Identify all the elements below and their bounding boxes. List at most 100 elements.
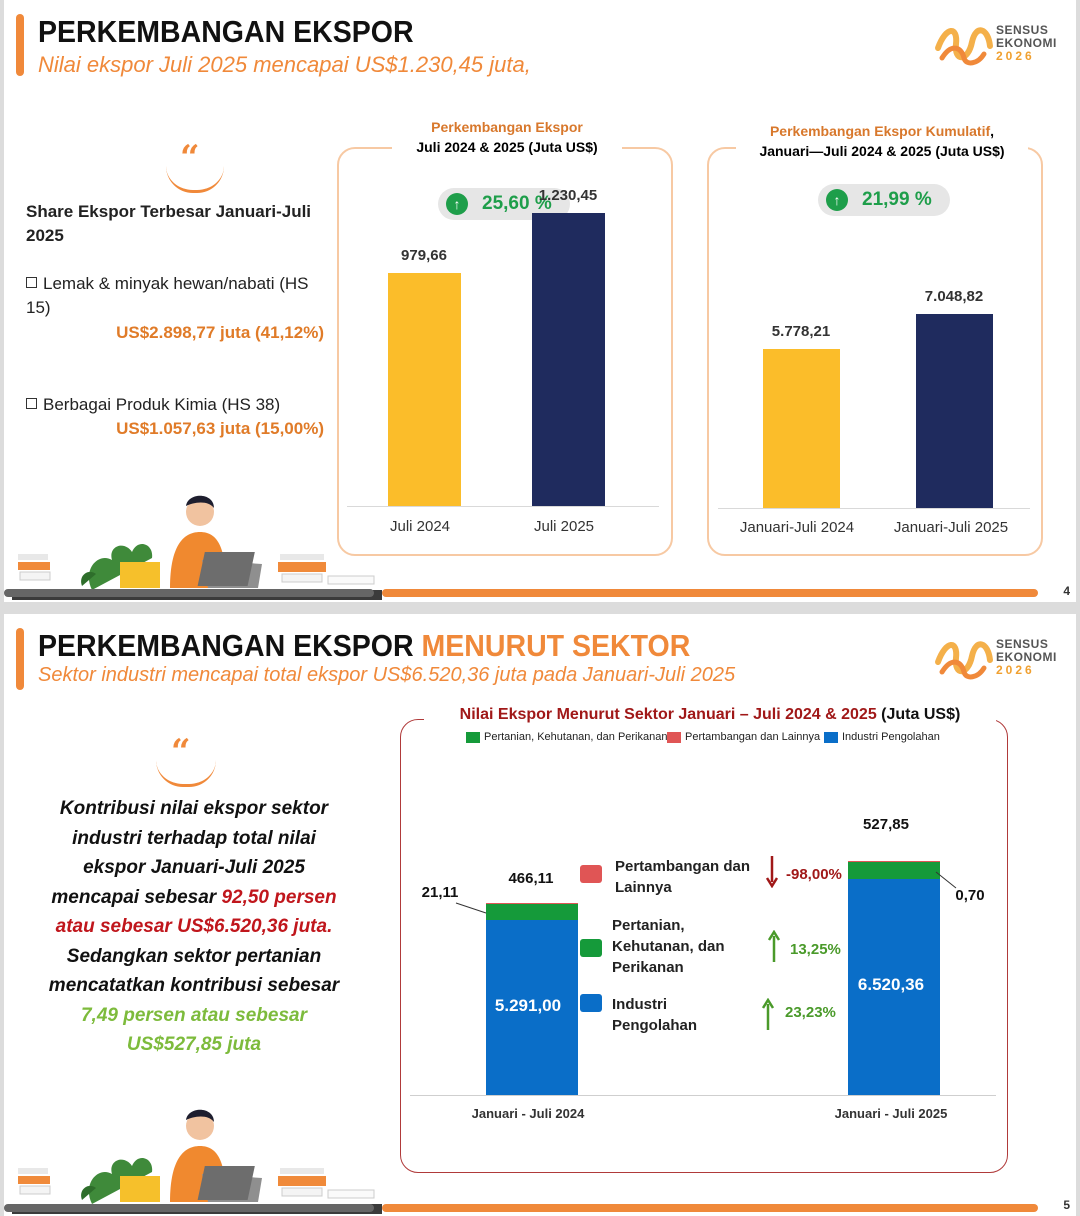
- share-item-2-label: Berbagai Produk Kimia (HS 38): [43, 395, 281, 414]
- leader-line-2025-mining: [935, 871, 957, 889]
- paragraph-part-1: Kontribusi nilai ekspor sektor industri …: [51, 798, 329, 908]
- data-label-2025-industry: 6.520,36: [857, 975, 925, 994]
- bar-jan-jul-2024: [762, 348, 840, 508]
- growth-value-cumulative: 21,99 %: [862, 189, 932, 210]
- logo-mark-icon: [935, 27, 993, 66]
- logo-line2: EKONOMI: [996, 650, 1057, 664]
- data-label-jan-jul-2024: 5.778,21: [771, 322, 831, 340]
- logo-line1: SENSUS: [996, 637, 1049, 651]
- sector-label-industry: Industri Pengolahan: [612, 996, 698, 1034]
- chart1-title-line2: Juli 2024 & 2025 (Juta US$): [416, 139, 598, 155]
- paragraph-part-3: Sedangkan sektor pertanian mencatatkan k…: [48, 945, 340, 997]
- logo-year: 2026: [996, 49, 1035, 63]
- data-label-2024-agriculture: 466,11: [508, 870, 554, 887]
- slide-export-development: PERKEMBANGAN EKSPOR Nilai ekspor Juli 20…: [4, 0, 1076, 602]
- share-item-2-value: US$1.057,63 juta (15,00%): [116, 419, 324, 438]
- footer-line-dark: [4, 589, 374, 597]
- arrow-up-icon: [767, 930, 781, 962]
- data-label-2024-industry: 5.291,00: [494, 996, 562, 1015]
- x-tick-2025: Januari - Juli 2025: [834, 1106, 948, 1121]
- page-number: 4: [1063, 584, 1070, 598]
- logo-text: SENSUS EKONOMI 2026: [996, 24, 1057, 63]
- person-at-laptop-illustration: [12, 1109, 382, 1214]
- legend-item-mining: Pertambangan dan Lainnya: [667, 731, 820, 743]
- legend-swatch: [824, 731, 838, 743]
- title-accent-bar: [16, 14, 24, 76]
- arrow-up-icon: ↑: [446, 193, 468, 215]
- chart3-title: Nilai Ekspor Menurut Sektor Januari – Ju…: [424, 705, 996, 725]
- x-tick-2024: Januari - Juli 2024: [471, 1106, 585, 1121]
- chart2-title-line1: Perkembangan Ekspor Kumulatif: [769, 123, 991, 139]
- chart2-title: Perkembangan Ekspor Kumulatif, Januari—J…: [736, 121, 1028, 161]
- x-tick-juli-2024: Juli 2024: [389, 518, 451, 535]
- checkbox-bullet-icon: [26, 398, 37, 409]
- page-subtitle: Sektor industri mencapai total ekspor US…: [38, 664, 736, 686]
- legend-label: Pertambangan dan Lainnya: [685, 731, 821, 743]
- share-item-1-label: Lemak & minyak hewan/nabati (HS 15): [26, 274, 309, 317]
- data-label-juli-2024: 979,66: [401, 246, 447, 264]
- chart2-title-comma: ,: [990, 123, 995, 139]
- paragraph-agriculture-highlight: 7,49 persen atau sebesar US$527,85 juta: [80, 1004, 308, 1056]
- arrow-up-icon: [761, 998, 775, 1030]
- page-title-main: PERKEMBANGAN EKSPOR: [38, 628, 414, 663]
- data-label-jan-jul-2025: 7.048,82: [924, 287, 984, 305]
- sensus-ekonomi-logo: SENSUS EKONOMI 2026: [932, 632, 1062, 688]
- share-item-1-value: US$2.898,77 juta (41,12%): [116, 323, 324, 342]
- page-subtitle: Nilai ekspor Juli 2025 mencapai US$1.230…: [38, 52, 531, 77]
- bar-2024-agriculture: [486, 903, 578, 920]
- paragraph-industry-highlight: 92,50 persen atau sebesar US$6.520,36 ju…: [55, 886, 337, 938]
- sector-swatch-mining: [580, 865, 602, 883]
- sector-label-mining: Pertambangan dan Lainnya: [615, 858, 751, 896]
- data-label-2024-mining: 21,11: [421, 884, 459, 901]
- chart1-title-line1: Perkembangan Ekspor: [431, 119, 583, 135]
- bar-jan-jul-2025: [915, 313, 993, 508]
- legend-swatch: [667, 731, 681, 743]
- quote-smile-decor: [166, 166, 224, 193]
- legend-item-agriculture: Pertanian, Kehutanan, dan Perikanan: [466, 731, 667, 743]
- sector-swatch-industry: [580, 994, 602, 1012]
- checkbox-bullet-icon: [26, 277, 37, 288]
- data-label-juli-2025: 1.230,45: [538, 186, 598, 204]
- page-title: PERKEMBANGAN EKSPOR MENURUT SEKTOR: [38, 628, 690, 664]
- bar-2025-agriculture: [848, 861, 940, 880]
- sector-swatch-agriculture: [580, 939, 602, 957]
- arrow-down-icon: [765, 856, 779, 888]
- legend-label: Industri Pengolahan: [842, 731, 940, 743]
- change-mining: -98,00%: [786, 866, 842, 883]
- person-at-laptop-illustration: [12, 495, 382, 600]
- data-label-2025-agriculture: 527,85: [863, 816, 909, 833]
- sensus-ekonomi-logo: SENSUS EKONOMI 2026: [932, 18, 1062, 74]
- bar-2024-industry: [486, 919, 578, 1095]
- growth-value-monthly: 25,60 %: [482, 193, 552, 214]
- footer-line-dark: [4, 1204, 374, 1212]
- share-item-2: Berbagai Produk Kimia (HS 38): [26, 393, 326, 417]
- chart3-axis-line: [410, 1095, 996, 1096]
- logo-text: SENSUS EKONOMI 2026: [996, 638, 1057, 677]
- x-tick-jan-jul-2025: Januari-Juli 2025: [893, 519, 1009, 536]
- data-label-2025-mining: 0,70: [955, 887, 985, 904]
- logo-year: 2026: [996, 663, 1035, 677]
- arrow-up-icon: ↑: [826, 189, 848, 211]
- page-title: PERKEMBANGAN EKSPOR: [38, 14, 414, 49]
- title-accent-bar: [16, 628, 24, 690]
- legend-item-industry: Industri Pengolahan: [824, 731, 940, 743]
- growth-badge-cumulative: ↑ 21,99 %: [818, 184, 950, 216]
- share-item-1: Lemak & minyak hewan/nabati (HS 15): [26, 272, 326, 320]
- x-tick-juli-2025: Juli 2025: [533, 518, 595, 535]
- chart2-axis-line: [718, 508, 1030, 509]
- footer-line-orange: [382, 589, 1038, 597]
- leader-line-2024-mining: [455, 902, 487, 914]
- legend-swatch: [466, 731, 480, 743]
- legend-label: Pertanian, Kehutanan, dan Perikanan: [484, 731, 668, 743]
- chart1-axis-line: [347, 506, 659, 507]
- contribution-paragraph: Kontribusi nilai ekspor sektor industri …: [44, 794, 344, 1060]
- share-heading: Share Ekspor Terbesar Januari-Juli 2025: [26, 202, 312, 245]
- bar-juli-2024: [387, 272, 461, 506]
- chart1-title: Perkembangan Ekspor Juli 2024 & 2025 (Ju…: [392, 117, 622, 157]
- logo-mark-icon: [935, 641, 993, 680]
- sector-label-agriculture: Pertanian, Kehutanan, dan Perikanan: [612, 917, 725, 976]
- x-tick-jan-jul-2024: Januari-Juli 2024: [739, 519, 855, 536]
- slide-export-by-sector: PERKEMBANGAN EKSPOR MENURUT SEKTOR Sekto…: [4, 614, 1076, 1216]
- page-title-accent: MENURUT SEKTOR: [421, 628, 691, 663]
- logo-line2: EKONOMI: [996, 36, 1057, 50]
